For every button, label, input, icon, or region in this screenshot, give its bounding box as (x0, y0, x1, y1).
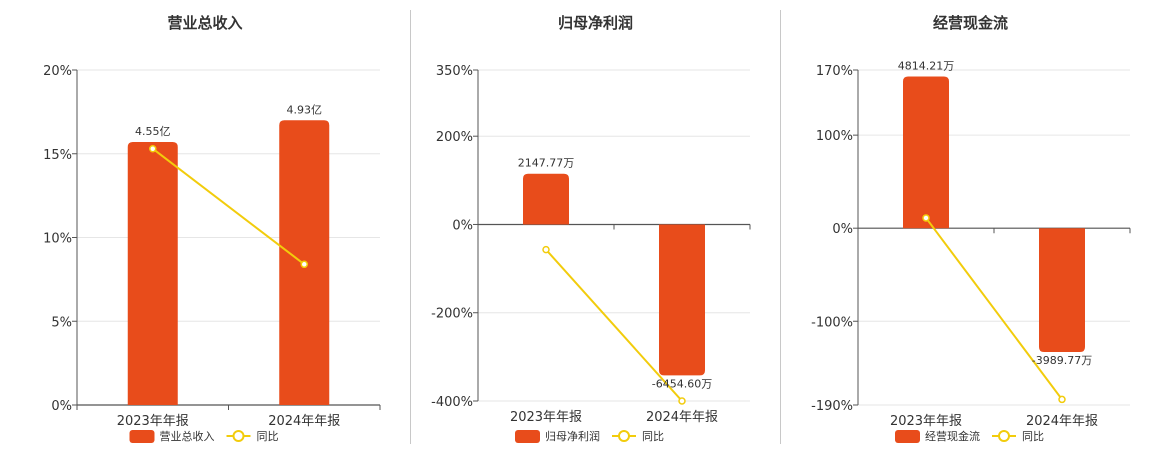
x-tick-label: 2024年年报 (268, 414, 340, 429)
net-profit-chart-panel: 归母净利润 350% 200% 0% -200% -400% 2147.77万 -6454.… (411, 0, 780, 450)
revenue-chart-panel: 营业总收入 20% 15% 10% 5% 0% 4.55亿 4.93亿 2023年年报 2024… (0, 0, 410, 450)
data-label: 2147.77万 (518, 157, 575, 170)
y-tick-label: -190% (811, 399, 853, 414)
cash-flow-chart-panel: 经营现金流 170% 100% 0% -100% -190% 4814.21万 -3989.… (781, 0, 1160, 450)
y-tick-label: -100% (811, 315, 853, 330)
yoy-point (300, 260, 308, 269)
bar (523, 173, 569, 225)
data-label: 4.55亿 (135, 125, 171, 138)
y-tick-label: 20% (43, 64, 72, 79)
yoy-point (149, 144, 157, 153)
data-label: -3989.77万 (1032, 354, 1092, 367)
legend-line-marker (232, 430, 245, 442)
data-label: -6454.60万 (652, 377, 712, 390)
legend-bar-swatch (895, 430, 920, 443)
chart-title: 归母净利润 (557, 14, 633, 32)
chart-title: 经营现金流 (932, 14, 1008, 32)
y-tick-label: 0% (51, 399, 72, 414)
legend-label: 归母净利润 (545, 429, 600, 443)
yoy-line (545, 248, 683, 402)
y-tick-label: -400% (431, 395, 473, 410)
panel-divider (410, 10, 411, 444)
y-tick-label: 200% (436, 130, 473, 145)
y-tick-label: 100% (816, 129, 853, 144)
yoy-point (678, 397, 686, 405)
legend-bar-swatch (515, 430, 540, 443)
legend-label: 同比 (1022, 430, 1044, 443)
y-tick-label: -200% (431, 307, 473, 322)
y-tick-label: 350% (436, 64, 473, 79)
legend-label: 同比 (642, 430, 664, 443)
bar (127, 142, 178, 405)
y-tick-label: 170% (816, 64, 853, 79)
legend-label: 同比 (257, 430, 279, 443)
bar (659, 224, 705, 376)
y-tick-label: 0% (452, 218, 473, 233)
x-tick-label: 2024年年报 (646, 410, 718, 425)
panel-divider (780, 10, 781, 444)
y-tick-label: 15% (43, 148, 72, 163)
y-tick-label: 5% (51, 315, 72, 330)
x-tick-label: 2023年年报 (117, 414, 189, 429)
legend-label: 经营现金流 (925, 429, 980, 443)
yoy-point (922, 214, 930, 222)
legend-line-marker (998, 430, 1010, 442)
y-tick-label: 0% (832, 222, 853, 237)
y-tick-label: 10% (43, 232, 72, 247)
data-label: 4.93亿 (287, 103, 323, 116)
legend-label: 营业总收入 (160, 429, 215, 443)
legend-line-marker (618, 430, 630, 442)
data-label: 4814.21万 (898, 60, 955, 73)
x-tick-label: 2024年年报 (1026, 414, 1098, 429)
legend-bar-swatch (129, 430, 155, 443)
x-tick-label: 2023年年报 (510, 410, 582, 425)
yoy-point (1058, 395, 1066, 404)
yoy-point (542, 245, 550, 254)
x-tick-label: 2023年年报 (890, 414, 962, 429)
bar (1039, 228, 1085, 352)
yoy-line (925, 217, 1063, 401)
bar (903, 76, 949, 229)
chart-title: 营业总收入 (167, 14, 243, 32)
yoy-line (152, 147, 305, 266)
